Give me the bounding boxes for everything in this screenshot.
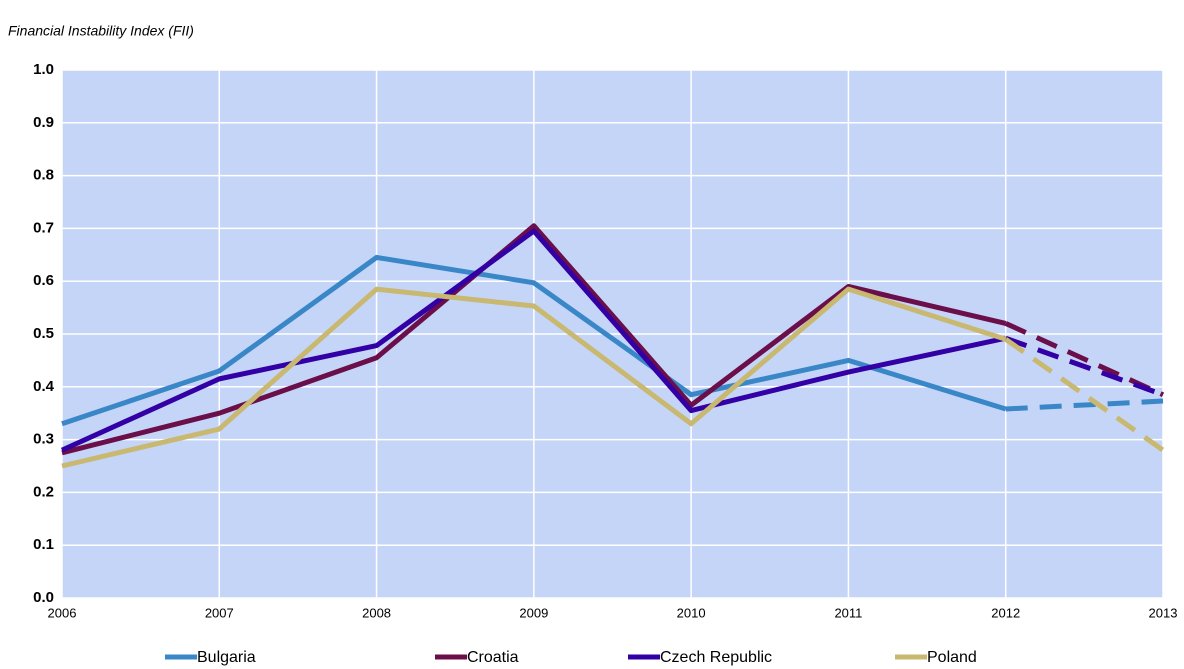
series-line [60, 228, 1007, 453]
y-tick-label: 0.6 [33, 272, 54, 289]
y-tick-label: 0.7 [33, 219, 54, 236]
legend-label: Czech Republic [660, 649, 772, 666]
y-tick-label: 1.0 [33, 61, 54, 78]
series-line [61, 286, 1007, 469]
y-tick-label: 0.0 [33, 589, 54, 606]
x-tick-label: 2009 [519, 605, 548, 620]
series-line [61, 254, 1007, 427]
series-line-dashed [1005, 398, 1164, 412]
legend-label: Bulgaria [197, 649, 256, 666]
x-tick-label: 2007 [205, 605, 234, 620]
y-tick-label: 0.3 [33, 431, 54, 448]
x-tick-label: 2008 [362, 605, 391, 620]
y-tick-label: 0.9 [33, 114, 54, 131]
x-tick-label: 2010 [677, 605, 706, 620]
y-tick-label: 0.4 [33, 378, 55, 395]
legend-label: Poland [927, 649, 977, 666]
x-tick-label: 2013 [1149, 605, 1178, 620]
y-tick-label: 0.5 [33, 325, 54, 342]
y-tick-label: 0.1 [33, 536, 54, 553]
y-tick-label: 0.2 [33, 483, 54, 500]
x-tick-label: 2011 [834, 605, 862, 620]
series-line-dashed [1004, 335, 1164, 398]
y-tick-label: 0.8 [33, 167, 54, 184]
x-tick-label: 2012 [991, 605, 1020, 620]
legend-label: Croatia [467, 649, 519, 666]
x-tick-label: 2006 [48, 605, 77, 620]
chart-title: Financial Instability Index (FII) [8, 23, 194, 39]
series-line [61, 223, 1007, 456]
